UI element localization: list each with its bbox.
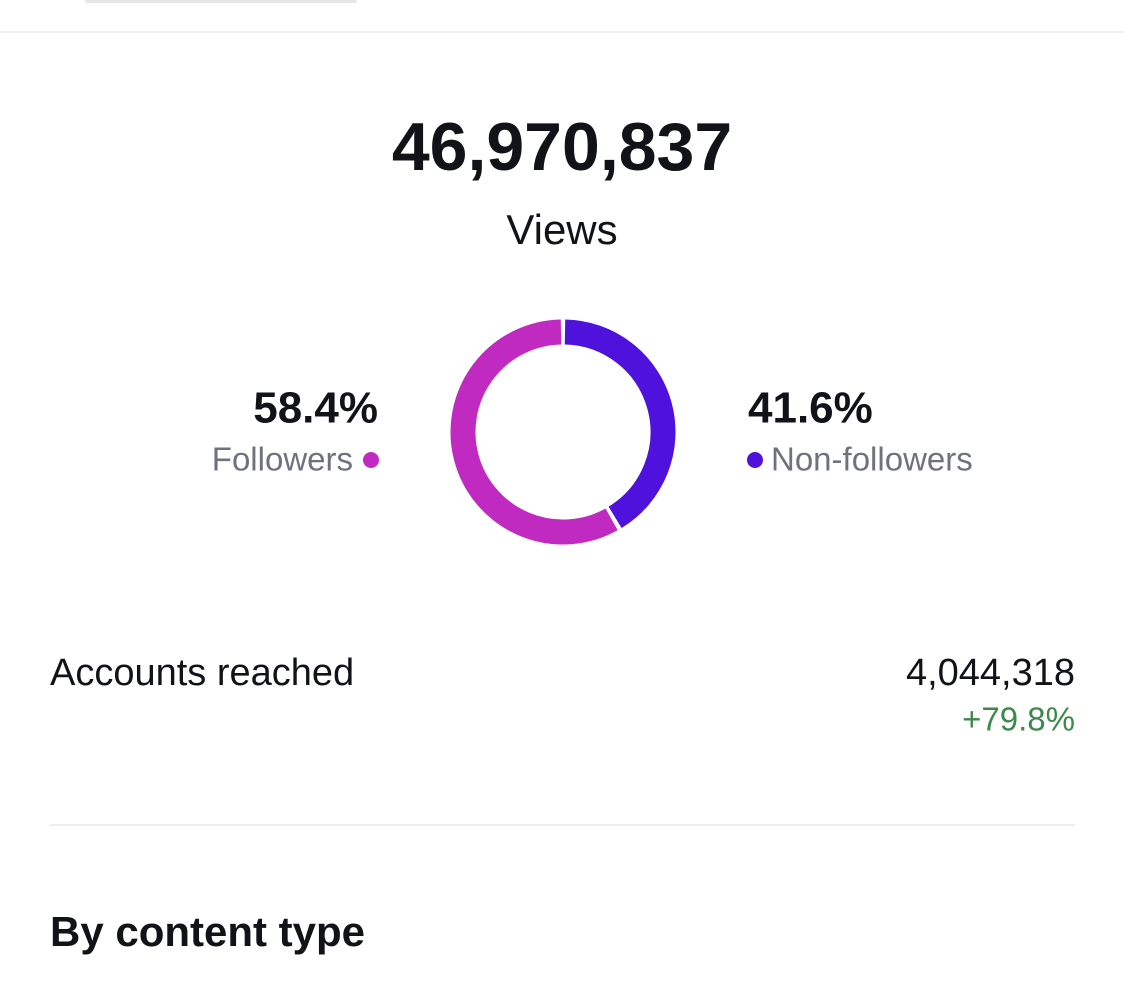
metric-label: Accounts reached bbox=[50, 652, 354, 694]
section-title: By content type bbox=[50, 908, 365, 955]
donut-chart bbox=[450, 319, 676, 545]
non-followers-percent: 41.6% bbox=[748, 384, 873, 433]
legend-dot bbox=[747, 452, 763, 468]
legend-dot bbox=[363, 452, 379, 468]
metric-value: 4,044,318 bbox=[906, 652, 1075, 694]
views-label: Views bbox=[506, 206, 617, 253]
followers-percent: 58.4% bbox=[253, 384, 378, 433]
views-total: 46,970,837 bbox=[392, 109, 732, 185]
tab-indicator bbox=[85, 0, 357, 3]
donut-segment bbox=[564, 319, 676, 529]
metric-change: +79.8% bbox=[962, 701, 1075, 738]
legend-label: Followers bbox=[212, 441, 353, 478]
donut-segment bbox=[450, 319, 618, 545]
legend-label: Non-followers bbox=[771, 441, 973, 478]
